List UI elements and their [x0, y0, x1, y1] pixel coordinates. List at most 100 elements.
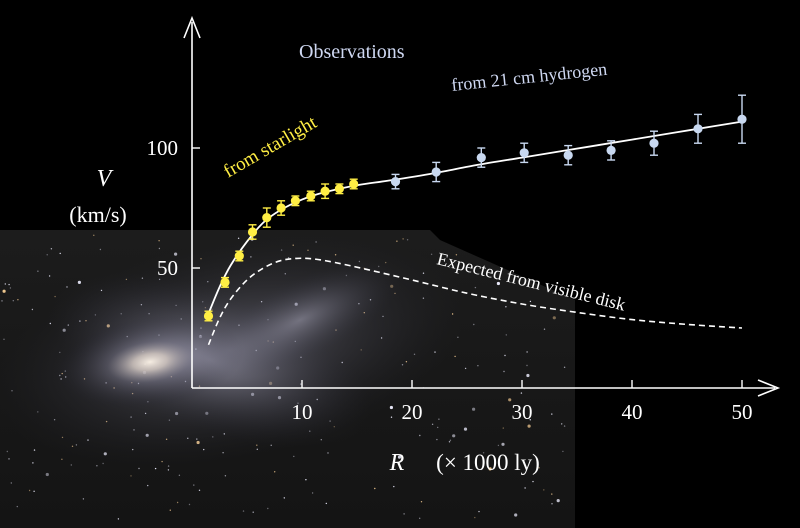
star: [482, 452, 485, 454]
point-marker: [334, 184, 344, 194]
data-point: [476, 147, 486, 168]
star: [552, 316, 556, 320]
star: [96, 465, 98, 467]
observations-label: Observations: [299, 41, 405, 63]
star: [1, 300, 3, 302]
star: [455, 254, 458, 256]
star: [529, 300, 532, 303]
star: [503, 370, 505, 373]
star: [12, 300, 14, 302]
point-marker: [431, 167, 441, 177]
star: [505, 306, 507, 308]
star: [561, 423, 563, 425]
star: [563, 366, 566, 368]
star: [562, 450, 564, 453]
data-points: [203, 94, 747, 322]
star: [99, 248, 102, 251]
star: [252, 511, 254, 513]
x-tick-label: 20: [402, 400, 423, 424]
star: [505, 334, 507, 336]
x-ticks: 10 20 30 40 50: [292, 380, 753, 424]
star: [436, 438, 438, 441]
star: [437, 426, 439, 429]
point-marker: [606, 145, 616, 155]
data-point: [693, 113, 703, 144]
star: [28, 489, 31, 492]
star: [293, 455, 295, 458]
star: [419, 517, 421, 519]
x-axis-var: R: [389, 450, 405, 476]
y-axis-var: V: [97, 166, 114, 192]
star: [393, 485, 395, 488]
star: [524, 487, 526, 489]
star: [452, 434, 456, 438]
star: [402, 238, 404, 240]
point-marker: [290, 196, 300, 206]
star: [496, 281, 500, 286]
point-marker: [737, 114, 747, 124]
star: [37, 270, 39, 272]
star: [32, 462, 34, 464]
expected-curve: [207, 257, 743, 346]
point-marker: [247, 227, 258, 237]
point-marker: [519, 148, 529, 158]
star: [399, 461, 401, 463]
star: [50, 248, 53, 250]
data-point: [390, 173, 401, 190]
x-axis-arrow: [757, 379, 781, 397]
data-point: [649, 130, 659, 156]
star: [504, 354, 506, 357]
star: [406, 239, 409, 241]
data-point: [334, 183, 344, 195]
star: [158, 247, 161, 250]
point-marker: [320, 186, 330, 196]
star: [3, 338, 5, 340]
star: [501, 442, 505, 446]
star: [454, 355, 456, 358]
star: [551, 413, 553, 415]
star: [70, 464, 73, 466]
star: [449, 439, 452, 441]
data-point: [349, 178, 359, 190]
point-marker: [306, 191, 316, 201]
star: [2, 289, 6, 293]
star: [526, 351, 528, 353]
x-tick-label: 50: [732, 400, 753, 424]
point-marker: [693, 124, 703, 134]
data-point: [234, 250, 244, 262]
data-point: [220, 276, 230, 288]
data-point: [431, 161, 441, 183]
hydrogen-label: from 21 cm hydrogen: [450, 59, 608, 95]
star: [93, 234, 95, 236]
star: [198, 489, 201, 491]
star: [31, 308, 34, 311]
x-tick-label: 10: [292, 400, 313, 424]
point-marker: [563, 150, 573, 160]
star: [327, 452, 329, 454]
star: [8, 458, 10, 460]
star: [478, 510, 480, 513]
starlight-label: from starlight: [220, 112, 321, 183]
star: [526, 373, 530, 378]
data-point: [320, 183, 330, 200]
star: [176, 501, 179, 504]
star: [508, 398, 512, 402]
star: [520, 392, 523, 394]
star: [82, 498, 85, 500]
star: [10, 482, 12, 484]
y-tick-label: 50: [157, 256, 178, 280]
star: [526, 364, 528, 367]
star: [305, 479, 307, 481]
star: [45, 472, 49, 477]
star: [514, 513, 518, 517]
star: [430, 253, 433, 255]
star: [242, 510, 245, 512]
star: [551, 493, 553, 495]
star: [6, 450, 8, 453]
data-point: [203, 310, 214, 322]
star: [33, 490, 35, 492]
star: [389, 405, 393, 410]
data-point: [563, 144, 573, 166]
point-marker: [220, 277, 230, 287]
star: [193, 484, 195, 486]
